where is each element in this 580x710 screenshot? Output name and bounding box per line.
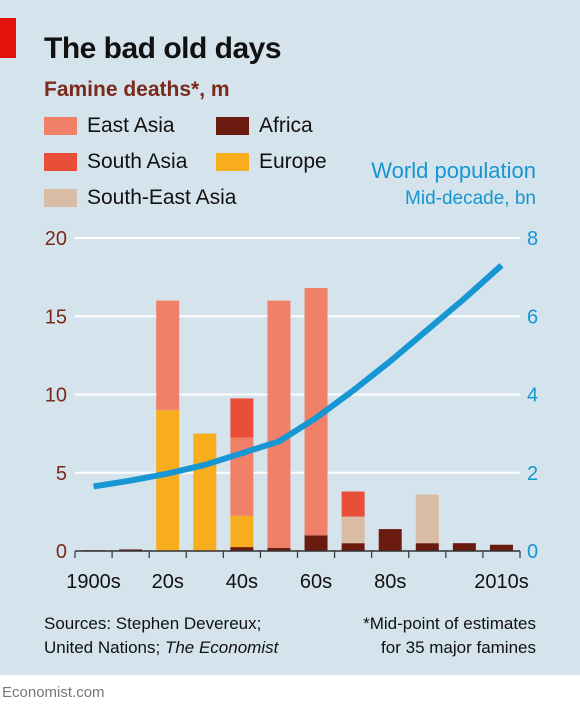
legend-europe: Europe [216, 150, 327, 174]
bar-africa-1970s [341, 543, 365, 551]
left-tick-label-20: 20 [45, 228, 67, 250]
bar-africa-1990s [415, 543, 439, 551]
bar-south-east-asia-1990s [415, 494, 439, 544]
population-title: World population [371, 158, 536, 183]
legend-swatch-south-asia [44, 153, 77, 171]
legend-africa: Africa [216, 114, 313, 138]
left-tick-label-15: 15 [45, 306, 67, 328]
population-line [93, 263, 504, 490]
sources-line-2a: United Nations; [44, 638, 165, 657]
brand-tab [0, 18, 16, 58]
bar-africa-1960s [304, 535, 328, 551]
bar-europe-1940s [230, 515, 254, 548]
left-tick-label-5: 5 [56, 463, 67, 485]
legend-label-south-east-asia: South-East Asia [87, 186, 237, 209]
bar-south-east-asia-1970s [341, 516, 365, 544]
sources-line-2b: The Economist [164, 638, 279, 657]
legend-swatch-europe [216, 153, 249, 171]
x-tick-label-1900s: 1900s [66, 571, 121, 593]
bar-africa-1950s [267, 547, 291, 551]
footnote: *Mid-point of estimates for 35 major fam… [363, 612, 536, 660]
bar-africa-1980s [378, 529, 402, 551]
legend-swatch-south-east-asia [44, 189, 77, 207]
bar-east-asia-1920s [156, 300, 180, 411]
right-tick-label-2: 2 [527, 463, 538, 485]
legend-label-south-asia: South Asia [87, 150, 188, 173]
legend-south-east-asia: South-East Asia [44, 186, 236, 210]
x-tick-label-1960s: 60s [300, 571, 332, 593]
population-subtitle: Mid-decade, bn [405, 188, 536, 209]
bar-europe-1930s [193, 433, 217, 551]
bar-south-asia-1940s [230, 398, 254, 438]
legend-label-europe: Europe [259, 150, 327, 173]
legend-swatch-east-asia [44, 117, 77, 135]
left-tick-label-0: 0 [56, 541, 67, 563]
sources-line-2: United Nations; The Economist [44, 636, 278, 660]
legend-east-asia: East Asia [44, 114, 175, 138]
x-tick-label-1940s: 40s [226, 571, 258, 593]
chart-subtitle: Famine deaths*, m [44, 78, 230, 101]
right-tick-label-8: 8 [527, 228, 538, 250]
sources-line-1: Sources: Stephen Devereux; [44, 614, 262, 633]
right-tick-label-6: 6 [527, 306, 538, 328]
bar-east-asia-1950s [267, 300, 291, 548]
footnote-line-1: *Mid-point of estimates [363, 614, 536, 633]
bar-east-asia-1960s [304, 288, 328, 536]
legend-swatch-africa [216, 117, 249, 135]
legend-label-africa: Africa [259, 114, 313, 137]
chart-title: The bad old days [44, 32, 282, 65]
footnote-line-2: for 35 major famines [381, 638, 536, 657]
x-tick-label-1980s: 80s [374, 571, 406, 593]
left-tick-label-10: 10 [45, 385, 67, 407]
footer-credit: Economist.com [2, 684, 105, 701]
sources: Sources: Stephen Devereux; United Nation… [44, 612, 278, 660]
right-tick-label-0: 0 [527, 541, 538, 563]
bar-africa-2000s [452, 543, 476, 551]
chart-svg: 0 5 10 15 20 0 2 4 6 8 1900s 20s 40s 60s 80s 2010s [45, 228, 538, 593]
bar-africa-1910s [119, 549, 143, 551]
right-tick-label-4: 4 [527, 385, 538, 407]
x-tick-label-1920s: 20s [152, 571, 184, 593]
legend-south-asia: South Asia [44, 150, 187, 174]
bar-south-asia-1970s [341, 491, 365, 517]
bar-africa-2010s [489, 544, 513, 551]
x-tick-label-2010s: 2010s [474, 571, 529, 593]
bar-europe-1920s [156, 410, 180, 551]
bar-africa-1940s [230, 547, 254, 551]
legend-label-east-asia: East Asia [87, 114, 175, 137]
